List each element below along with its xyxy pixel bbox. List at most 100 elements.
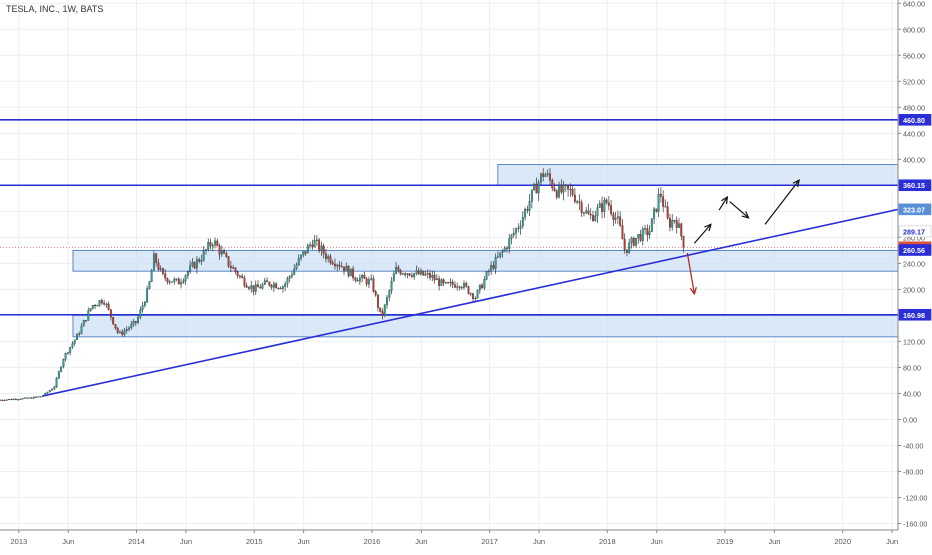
candle-body [503, 247, 506, 252]
candle-body [263, 280, 266, 285]
candle-body [5, 399, 8, 401]
candle-body [243, 277, 246, 286]
candle-body [73, 339, 76, 344]
candle-body [650, 218, 653, 232]
candle-body [494, 257, 497, 269]
candle-body [35, 396, 38, 398]
candle-body [444, 282, 447, 284]
candle-body [338, 264, 341, 267]
price-label: 289.17 [903, 227, 925, 236]
arrow-4 [686, 252, 695, 295]
candle-body [184, 275, 187, 282]
candle-body [150, 270, 153, 283]
candle-body [1, 399, 4, 401]
y-tick-label: 240.00 [903, 259, 925, 268]
candle-body [635, 237, 637, 246]
price-label-bg [898, 244, 932, 256]
candle-body [644, 228, 646, 230]
candle-body [327, 256, 330, 259]
arrow-head-2 [741, 211, 750, 219]
candle-body [173, 279, 176, 283]
candle-body [128, 327, 130, 330]
candle-body [14, 398, 17, 400]
candle-body [211, 245, 214, 247]
candle-body [261, 284, 264, 289]
arrows [686, 179, 800, 296]
candle-body [198, 259, 201, 262]
candle-body [288, 276, 291, 279]
x-tick-label: 2014 [128, 537, 145, 546]
y-tick-label: 400.00 [903, 155, 925, 164]
price-label-bg [898, 179, 932, 192]
candle-body [521, 217, 524, 227]
candle-body [19, 398, 22, 401]
candle-body [460, 287, 463, 289]
candle-body [512, 233, 515, 236]
candle-body [116, 327, 119, 333]
candle-body [64, 353, 67, 360]
candle-body [399, 270, 402, 275]
y-tick-label: 560.00 [903, 51, 925, 60]
candle-body [345, 265, 348, 272]
candle-body [109, 309, 112, 318]
candle-body [229, 266, 232, 268]
candle-body [248, 287, 250, 289]
candle-body [490, 265, 493, 272]
candle-body [442, 279, 445, 283]
x-axis-bg [0, 530, 932, 550]
x-tick-label: 2013 [10, 537, 27, 546]
candle-body [365, 278, 368, 285]
candle-body [592, 215, 594, 222]
candle-body [415, 270, 418, 274]
candles [0, 167, 685, 402]
candle-body [429, 273, 431, 278]
candle-body [401, 273, 404, 275]
arrow-head-4 [689, 287, 697, 296]
candle-body [252, 285, 255, 292]
candle-body [551, 180, 554, 189]
candle-body [89, 308, 92, 311]
y-tick-label: -40.00 [903, 441, 923, 450]
candle-body [39, 396, 42, 398]
candle-body [390, 281, 393, 291]
x-tick-label: Jun [886, 537, 898, 546]
candle-body [614, 217, 617, 220]
candle-body [166, 278, 169, 283]
candle-body [515, 228, 517, 234]
y-tick-label: 640.00 [903, 0, 925, 8]
candle-body [266, 280, 269, 283]
trendline-0 [42, 208, 899, 397]
candle-body [105, 303, 108, 305]
candle-body [501, 251, 504, 253]
price-label: 323.07 [903, 205, 925, 214]
candle-body [573, 194, 576, 202]
x-tick-label: Jun [62, 537, 74, 546]
candle-body [8, 398, 11, 401]
candle-body [171, 281, 173, 283]
y-tick-label: 280.00 [903, 233, 925, 242]
y-axis-bg [898, 0, 932, 550]
candle-body [155, 253, 158, 263]
candle-body [119, 331, 121, 333]
candle-body [152, 253, 155, 271]
candle-body [582, 212, 585, 214]
candle-body [422, 270, 425, 276]
chart-title: TESLA, INC., 1W, BATS [6, 4, 104, 14]
arrow-1 [718, 196, 728, 211]
candle-body [134, 321, 137, 323]
candle-body [340, 266, 343, 268]
candle-body [576, 201, 579, 203]
candle-body [483, 279, 486, 289]
candle-body [560, 185, 563, 193]
candle-body [549, 173, 551, 181]
candle-body [544, 174, 547, 177]
candle-body [440, 279, 443, 286]
candle-body [48, 390, 51, 393]
candle-body [216, 240, 219, 246]
x-tick-label: Jun [651, 537, 663, 546]
candle-body [603, 199, 606, 212]
candle-body [17, 399, 20, 401]
